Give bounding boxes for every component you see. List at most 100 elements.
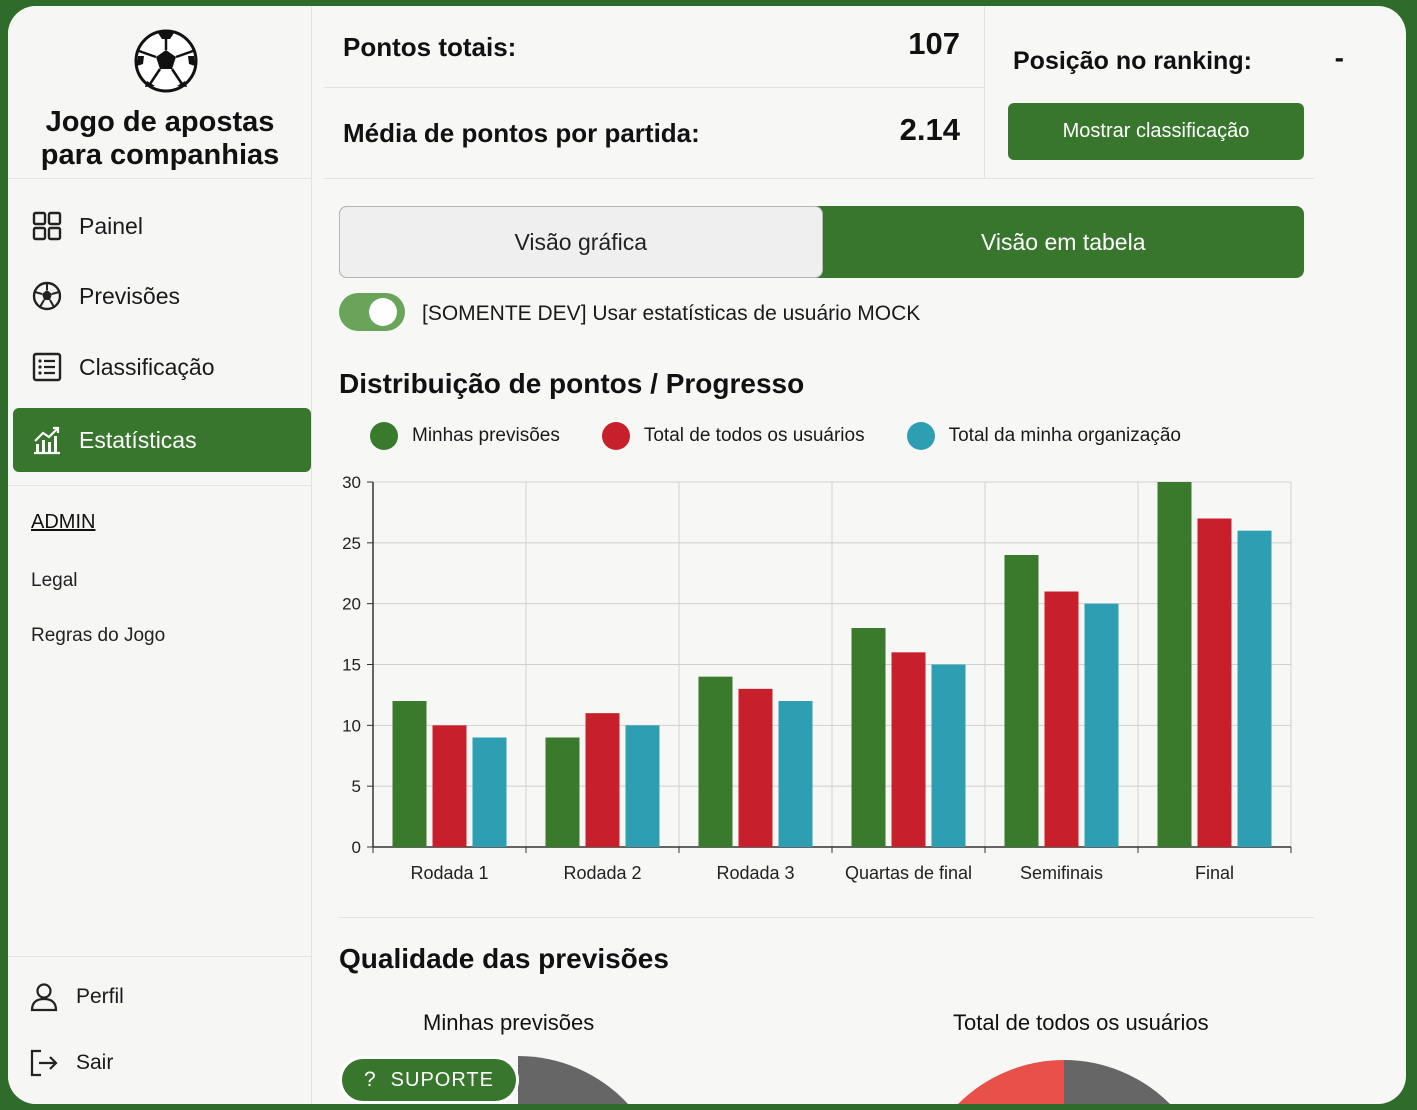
logout-link[interactable]: Sair [28, 1043, 113, 1083]
pie-slice [1064, 1060, 1170, 1104]
bar [698, 676, 733, 847]
profile-link[interactable]: Perfil [28, 977, 124, 1017]
section-divider [339, 917, 1314, 918]
x-tick-label: Semifinais [1020, 863, 1103, 883]
y-tick-label: 10 [342, 716, 361, 735]
sidebar-item-painel[interactable]: Painel [13, 194, 311, 258]
x-tick-label: Final [1195, 863, 1234, 883]
y-tick-label: 5 [352, 777, 361, 796]
pie-slice [958, 1060, 1064, 1104]
average-points-value: 2.14 [899, 112, 960, 147]
logout-label: Sair [76, 1051, 114, 1074]
legend-label: Minhas previsões [412, 425, 560, 446]
sidebar-divider [8, 485, 312, 486]
bar [625, 725, 660, 847]
sidebar-item-previsoes[interactable]: Previsões [13, 264, 311, 328]
chart-icon [31, 424, 63, 456]
show-ranking-button[interactable]: Mostrar classificação [1008, 103, 1304, 160]
bar [392, 701, 427, 847]
app-title-line2: para companhias [40, 139, 280, 171]
bar [1197, 518, 1232, 847]
total-points-label: Pontos totais: [343, 32, 517, 62]
legend-item[interactable]: Total da minha organização [906, 422, 1181, 450]
toggle-knob [369, 298, 397, 326]
app-title: Jogo de apostas para companhias [8, 106, 312, 172]
ranking-label: Posição no ranking: [1013, 47, 1252, 75]
bar [585, 713, 620, 847]
profile-label: Perfil [76, 985, 124, 1008]
bar [891, 652, 926, 847]
x-tick-label: Quartas de final [845, 863, 972, 883]
sidebar-item-classificacao[interactable]: Classificação [13, 335, 311, 399]
pie-title-mine: Minhas previsões [423, 1010, 595, 1035]
stats-divider [324, 87, 984, 88]
bar [432, 725, 467, 847]
soccer-ball-icon [31, 280, 63, 312]
pie-chart-mine [518, 1056, 628, 1104]
soccer-ball-icon [134, 29, 198, 93]
x-tick-label: Rodada 3 [716, 863, 794, 883]
legend-label: Total de todos os usuários [643, 425, 865, 446]
bar [1044, 591, 1079, 847]
y-tick-label: 20 [342, 595, 361, 614]
distribution-title: Distribuição de pontos / Progresso [339, 368, 805, 399]
sidebar-item-label: Estatísticas [79, 426, 197, 453]
app-window: Jogo de apostas para companhias Painel P… [8, 6, 1406, 1104]
legend-item[interactable]: Minhas previsões [370, 422, 560, 450]
bar [851, 628, 886, 847]
bar [1157, 482, 1192, 847]
game-rules-link[interactable]: Regras do Jogo [31, 625, 166, 646]
bar [1084, 603, 1119, 847]
mock-stats-label: [SOMENTE DEV] Usar estatísticas de usuár… [422, 302, 921, 325]
total-points-value: 107 [908, 26, 960, 61]
view-toggle: Visão gráfica Visão em tabela [339, 206, 1304, 278]
legend-dot [906, 422, 935, 450]
distribution-bar-chart: 0 5 10 15 20 25 30 Rodada 1 Rodada 2 Rodada 3 Quar… [342, 473, 1292, 883]
sidebar-item-label: Painel [79, 212, 143, 239]
pie-slice [518, 1056, 628, 1104]
legend-label: Total da minha organização [948, 425, 1181, 446]
logout-icon [28, 1047, 60, 1079]
bar [738, 688, 773, 847]
y-tick-label: 15 [342, 656, 361, 675]
bar [1004, 555, 1039, 847]
chart-legend: Minhas previsões Total de todos os usuár… [370, 422, 1223, 450]
mock-stats-toggle[interactable] [339, 293, 405, 331]
legend-dot [601, 422, 630, 450]
app-title-line1: Jogo de apostas [45, 106, 275, 138]
tab-table-view[interactable]: Visão em tabela [980, 228, 1146, 255]
admin-link[interactable]: ADMIN [31, 511, 96, 533]
bar [545, 737, 580, 847]
average-points-label: Média de pontos por partida: [343, 118, 700, 148]
sidebar-divider [8, 956, 312, 957]
pie-chart-all [958, 1060, 1170, 1104]
x-tick-label: Rodada 1 [410, 863, 488, 883]
stats-vertical-divider [984, 6, 985, 178]
quality-title: Qualidade das previsões [339, 943, 669, 974]
x-tick-label: Rodada 2 [563, 863, 641, 883]
header-divider [324, 178, 1314, 179]
y-tick-label: 25 [342, 534, 361, 553]
sidebar-item-label: Classificação [79, 353, 215, 380]
y-tick-label: 0 [352, 838, 361, 857]
support-button[interactable]: ? SUPORTE [339, 1056, 519, 1104]
ranking-value: - [1334, 42, 1344, 73]
support-label: SUPORTE [390, 1068, 494, 1091]
sidebar-item-estatisticas[interactable]: Estatísticas [13, 408, 311, 472]
legend-dot [370, 422, 398, 450]
question-icon: ? [363, 1068, 377, 1091]
bar [472, 737, 507, 847]
user-icon [28, 981, 60, 1013]
sidebar-divider [8, 178, 312, 179]
bar [778, 701, 813, 847]
pie-title-all: Total de todos os usuários [953, 1010, 1209, 1035]
y-tick-label: 30 [342, 473, 361, 492]
bar [931, 664, 966, 847]
grid-icon [31, 210, 63, 242]
legend-item[interactable]: Total de todos os usuários [601, 422, 865, 450]
list-icon [31, 351, 63, 383]
tab-graphic-view[interactable]: Visão gráfica [339, 206, 823, 278]
sidebar: Jogo de apostas para companhias Painel P… [8, 6, 312, 1104]
sidebar-item-label: Previsões [79, 282, 180, 309]
legal-link[interactable]: Legal [31, 570, 78, 591]
